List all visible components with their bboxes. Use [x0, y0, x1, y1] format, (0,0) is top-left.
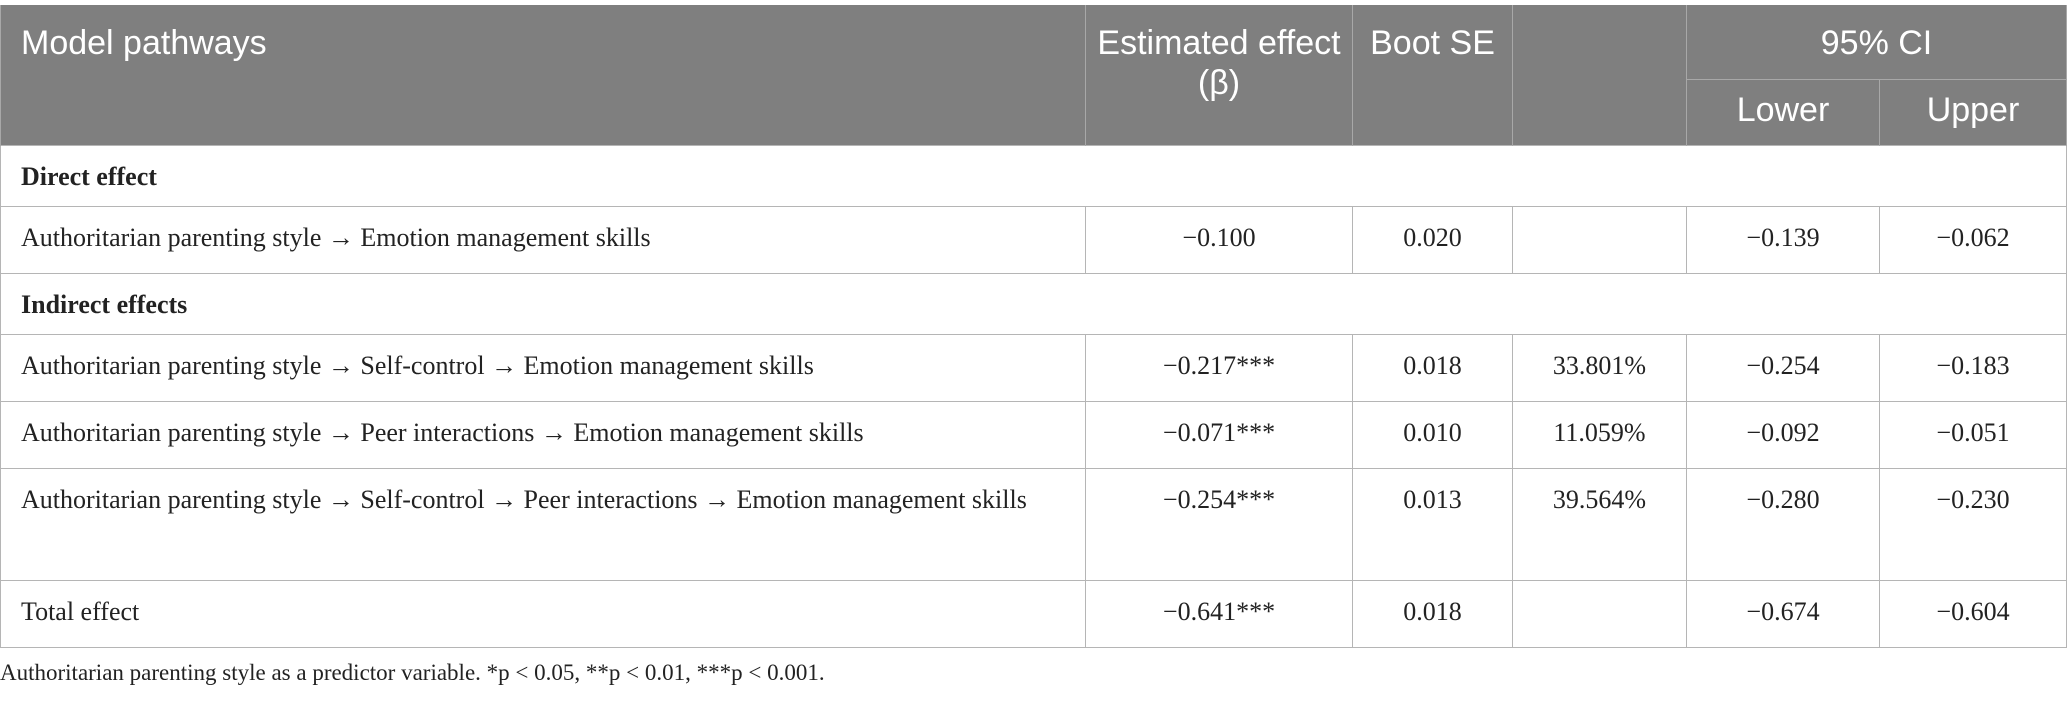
cell-effect: −0.100 [1085, 206, 1353, 274]
table-container: Model pathways Estimated effect (β) Boot… [0, 5, 2067, 648]
cell-effect: −0.641*** [1085, 580, 1353, 648]
cell-se: 0.020 [1352, 206, 1513, 274]
cell-upper: −0.183 [1879, 334, 2067, 402]
cell-ratio: 33.801% [1512, 334, 1687, 402]
cell-ratio [1512, 580, 1687, 648]
cell-upper: −0.062 [1879, 206, 2067, 274]
section-label-direct: Direct effect [0, 145, 2067, 207]
header-model-pathways: Model pathways [0, 5, 1086, 146]
table-row: Authoritarian parenting style → Self-con… [0, 334, 2067, 402]
table-row: Authoritarian parenting style → Peer int… [0, 401, 2067, 469]
table-footnote: Authoritarian parenting style as a predi… [0, 660, 825, 685]
cell-pathway: Authoritarian parenting style → Peer int… [0, 401, 1086, 469]
cell-pathway: Authoritarian parenting style → Self-con… [0, 468, 1086, 581]
cell-upper: −0.604 [1879, 580, 2067, 648]
header-95-ci: 95% CI [1686, 5, 2067, 80]
table-header: Model pathways Estimated effect (β) Boot… [0, 5, 2067, 146]
header-estimated-effect: Estimated effect (β) [1085, 5, 1353, 146]
cell-ratio [1512, 206, 1687, 274]
header-upper: Upper [1879, 78, 2067, 146]
table-row: Authoritarian parenting style → Self-con… [0, 468, 2067, 581]
table-row: Total effect −0.641*** 0.018 −0.674 −0.6… [0, 580, 2067, 648]
cell-lower: −0.280 [1686, 468, 1880, 581]
cell-ratio: 39.564% [1512, 468, 1687, 581]
section-row-direct: Direct effect [0, 145, 2067, 207]
cell-se: 0.018 [1352, 580, 1513, 648]
section-label-indirect: Indirect effects [0, 273, 2067, 335]
cell-lower: −0.254 [1686, 334, 1880, 402]
header-lower: Lower [1686, 78, 1880, 146]
cell-pathway: Authoritarian parenting style → Emotion … [0, 206, 1086, 274]
header-boot-se: Boot SE [1352, 5, 1513, 146]
section-row-indirect: Indirect effects [0, 273, 2067, 335]
cell-effect: −0.217*** [1085, 334, 1353, 402]
cell-effect: −0.071*** [1085, 401, 1353, 469]
header-ratio [1512, 5, 1687, 146]
cell-lower: −0.092 [1686, 401, 1880, 469]
cell-lower: −0.674 [1686, 580, 1880, 648]
cell-se: 0.018 [1352, 334, 1513, 402]
cell-pathway: Total effect [0, 580, 1086, 648]
cell-ratio: 11.059% [1512, 401, 1687, 469]
cell-se: 0.013 [1352, 468, 1513, 581]
cell-upper: −0.230 [1879, 468, 2067, 581]
table-body: Direct effect Authoritarian parenting st… [0, 145, 2067, 648]
cell-pathway: Authoritarian parenting style → Self-con… [0, 334, 1086, 402]
cell-se: 0.010 [1352, 401, 1513, 469]
cell-effect: −0.254*** [1085, 468, 1353, 581]
table-row: Authoritarian parenting style → Emotion … [0, 206, 2067, 274]
results-table: Model pathways Estimated effect (β) Boot… [0, 5, 2067, 648]
cell-lower: −0.139 [1686, 206, 1880, 274]
cell-upper: −0.051 [1879, 401, 2067, 469]
